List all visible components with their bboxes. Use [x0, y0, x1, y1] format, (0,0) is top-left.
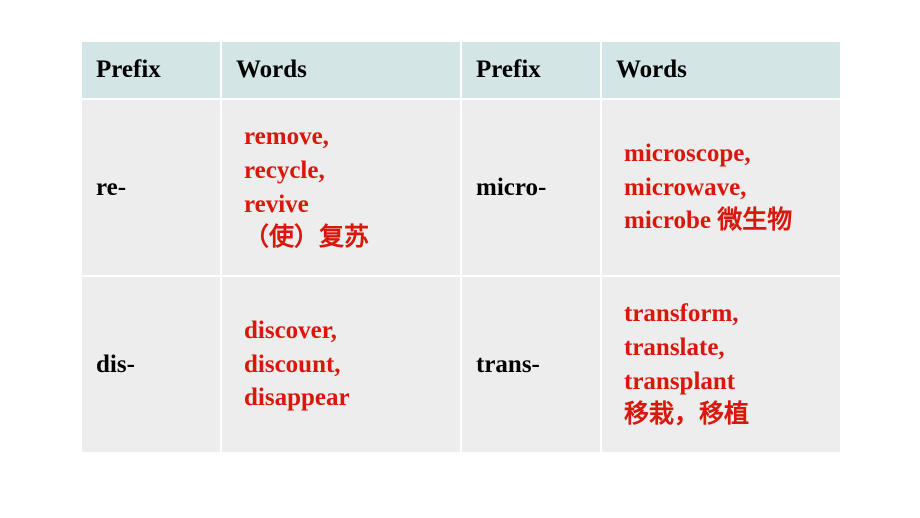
header-words-1: Words — [221, 41, 461, 99]
header-prefix-2: Prefix — [461, 41, 601, 99]
header-words-2: Words — [601, 41, 841, 99]
cell-prefix: re- — [81, 99, 221, 276]
cell-words: discover,discount,disappear — [221, 276, 461, 453]
prefix-table: Prefix Words Prefix Words re- remove,rec… — [80, 40, 842, 454]
table-row: re- remove,recycle,revive（使）复苏 micro- mi… — [81, 99, 841, 276]
prefix-table-container: Prefix Words Prefix Words re- remove,rec… — [80, 40, 840, 454]
cell-words: transform,translate,transplant移栽，移植 — [601, 276, 841, 453]
table-row: dis- discover,discount,disappear trans- … — [81, 276, 841, 453]
cell-words: microscope,microwave,microbe 微生物 — [601, 99, 841, 276]
table-header-row: Prefix Words Prefix Words — [81, 41, 841, 99]
cell-prefix: dis- — [81, 276, 221, 453]
header-prefix-1: Prefix — [81, 41, 221, 99]
cell-words: remove,recycle,revive（使）复苏 — [221, 99, 461, 276]
cell-prefix: micro- — [461, 99, 601, 276]
cell-prefix: trans- — [461, 276, 601, 453]
